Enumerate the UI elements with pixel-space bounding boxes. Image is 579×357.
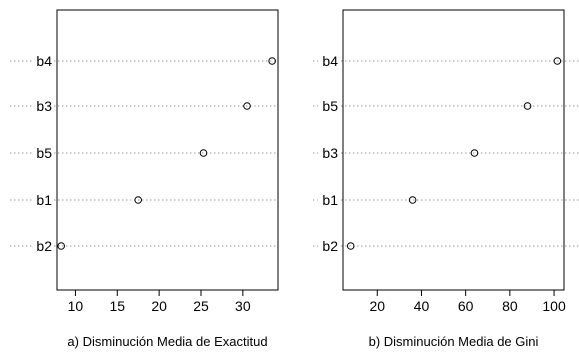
- panel-b-label-background: [318, 191, 340, 209]
- panel-b-label-background: [318, 237, 340, 255]
- panel-a-data-point-b4: [268, 57, 276, 65]
- panel-a-category-label: b4: [36, 53, 52, 69]
- panel-a-x-axis-title: a) Disminución Media de Exactitud: [67, 334, 267, 349]
- panel-a-x-tick-label: 20: [151, 298, 167, 314]
- panel-a-plot-frame: [56, 9, 279, 291]
- panel-b-x-tick-label: 20: [369, 298, 385, 314]
- panel-a-label-background: [32, 191, 54, 209]
- panel-a-data-point-b3: [243, 102, 251, 110]
- panel-a-data-point-b1: [134, 196, 143, 204]
- panel-b-plot-frame: [342, 9, 565, 291]
- panel-b-label-background: [318, 144, 340, 162]
- panel-a-category-label: b2: [36, 238, 52, 254]
- panel-b-x-tick-label: 60: [458, 298, 474, 314]
- panel-b-category-label: b5: [322, 98, 338, 114]
- panel-a-x-tick-label: 25: [193, 298, 209, 314]
- panel-a-label-background: [32, 97, 54, 115]
- panel-b-label-background: [318, 97, 340, 115]
- panel-b-x-axis-title: b) Disminución Media de Gini: [369, 334, 539, 349]
- panel-b-data-point-b1: [408, 196, 417, 204]
- panel-a-category-label: b3: [36, 98, 52, 114]
- panel-a-label-background: [32, 52, 54, 70]
- panel-a-label-background: [32, 237, 54, 255]
- panel-a-category-label: b1: [36, 192, 52, 208]
- panel-a-data-point-b5: [199, 149, 208, 157]
- panel-a-category-label: b5: [36, 145, 52, 161]
- panel-b-x-tick-label: 80: [502, 298, 518, 314]
- panel-a-data-point-b2: [57, 242, 65, 250]
- panel-b-data-point-b5: [523, 102, 532, 110]
- panel-b-x-tick-label: 100: [542, 298, 566, 314]
- panel-a-x-tick-label: 10: [68, 298, 84, 314]
- panel-b-category-label: b1: [322, 192, 338, 208]
- panel-b-x-tick-label: 40: [414, 298, 430, 314]
- panel-b-data-point-b3: [470, 149, 479, 157]
- panel-b-label-background: [318, 52, 340, 70]
- panel-b-data-point-b4: [553, 57, 562, 65]
- panel-b-category-label: b4: [322, 53, 338, 69]
- panel-b-category-label: b2: [322, 238, 338, 254]
- panel-b-category-label: b3: [322, 145, 338, 161]
- panel-b-data-point-b2: [346, 242, 355, 250]
- panel-a-x-tick-label: 30: [235, 298, 251, 314]
- panel-a-label-background: [32, 144, 54, 162]
- panel-a-x-tick-label: 15: [109, 298, 125, 314]
